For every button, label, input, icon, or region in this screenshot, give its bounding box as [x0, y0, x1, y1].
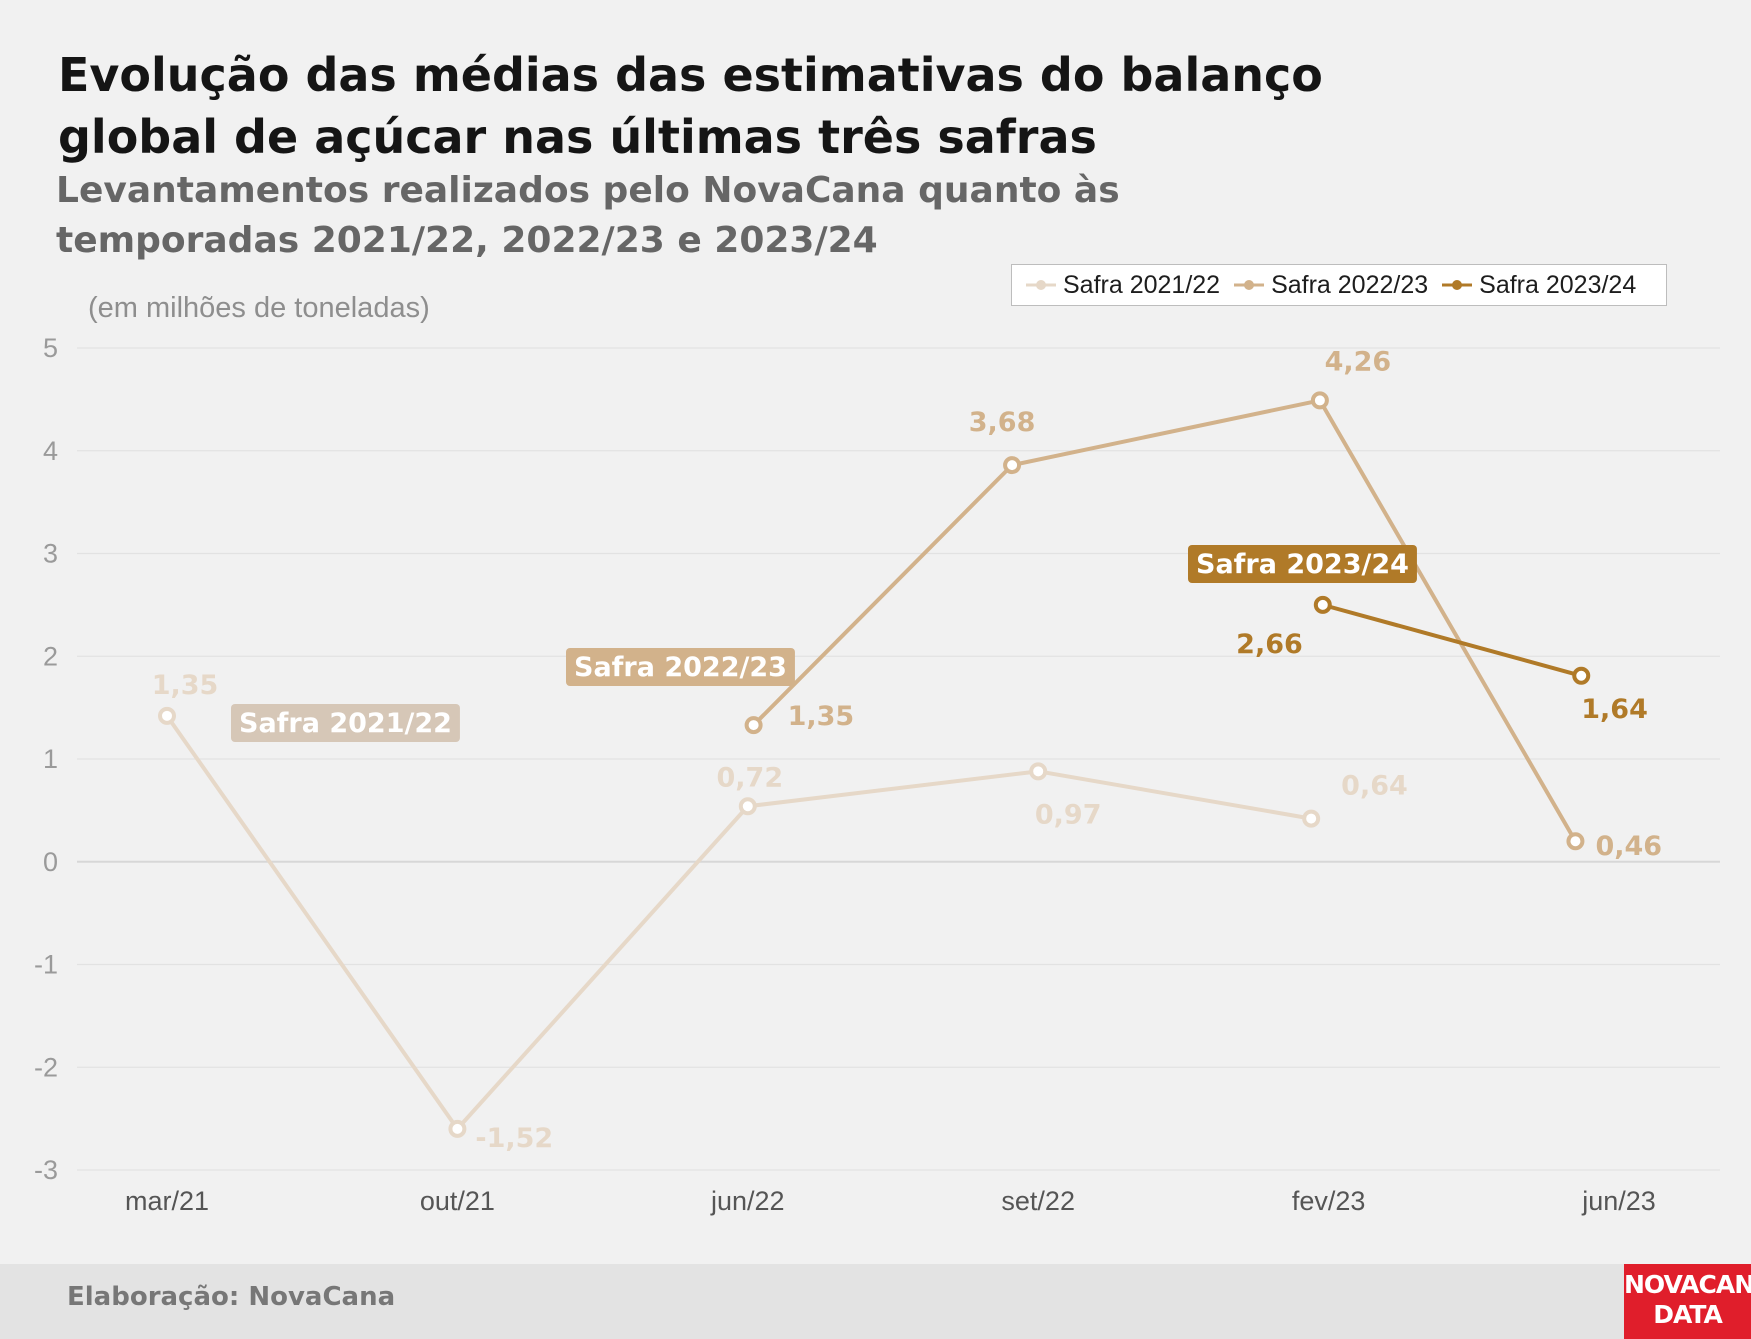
data-point: [1566, 832, 1585, 851]
series-tag: [231, 704, 460, 742]
logo-line-2: DATA: [1653, 1300, 1723, 1329]
data-point: [738, 797, 757, 816]
line-chart: 5 4 3 2 1 0 -1 -2 -3 mar/21 out/21 jun/22 set/22 fev/…: [34, 333, 1720, 1216]
data-label: 0,72: [716, 762, 783, 793]
data-label: 4,26: [1325, 346, 1392, 377]
y-tick-label: 4: [43, 436, 58, 466]
data-label: 0,46: [1595, 831, 1662, 862]
data-label: 3,68: [969, 407, 1036, 438]
y-tick-label: 2: [43, 641, 58, 671]
data-label: 1,35: [152, 670, 219, 701]
x-tick-label: set/22: [1001, 1186, 1075, 1216]
data-point: [1003, 456, 1022, 475]
data-point: [1313, 595, 1332, 614]
data-label: 0,97: [1035, 799, 1102, 830]
series-line: [1322, 602, 1582, 678]
chart-subtitle: Levantamentos realizados pelo NovaCana q…: [56, 170, 1120, 261]
data-point: [1302, 809, 1321, 828]
y-tick-label: 3: [43, 539, 58, 569]
logo-line-1: NOVACANA: [1624, 1270, 1751, 1299]
chart-title: Evolução das médias das estimativas do b…: [58, 48, 1323, 164]
series-tag-label: Safra 2022/23: [574, 652, 787, 683]
y-tick-label: -1: [34, 950, 58, 980]
data-point: [1572, 666, 1591, 685]
x-tick-label: out/21: [420, 1186, 495, 1216]
y-tick-label: -2: [34, 1052, 58, 1082]
data-point: [448, 1119, 467, 1138]
x-tick-label: fev/23: [1292, 1186, 1366, 1216]
legend-swatch-icon: [1442, 280, 1473, 290]
legend-swatch-icon: [1026, 280, 1056, 290]
y-tick-label: 0: [43, 847, 58, 877]
data-label: 1,35: [788, 701, 855, 732]
legend-item: Safra 2022/23: [1234, 271, 1428, 300]
data-point: [1029, 762, 1048, 781]
legend-swatch-icon: [1234, 280, 1265, 290]
series-line: [752, 398, 1578, 843]
series-tag-label: Safra 2023/24: [1196, 549, 1409, 580]
y-tick-label: -3: [34, 1155, 58, 1185]
legend-label: Safra 2021/22: [1063, 270, 1221, 299]
y-tick-label: 1: [43, 744, 58, 774]
data-point: [744, 716, 763, 735]
data-label: -1,52: [475, 1123, 553, 1154]
series-tag: [566, 648, 795, 686]
series-tag-label: Safra 2021/22: [239, 708, 452, 739]
legend-item: Safra 2023/24: [1442, 271, 1636, 300]
footer: Elaboração: NovaCana: [0, 1264, 1751, 1339]
series-tag: [1188, 545, 1417, 583]
legend-item: Safra 2021/22: [1026, 271, 1220, 300]
data-label: 1,64: [1581, 694, 1648, 725]
source-note: Elaboração: NovaCana: [67, 1282, 396, 1312]
data-point: [1310, 391, 1329, 410]
legend-label: Safra 2023/24: [1479, 270, 1637, 299]
data-point: [158, 706, 176, 725]
data-label: 0,64: [1341, 771, 1408, 802]
x-tick-label: mar/21: [125, 1186, 209, 1216]
x-tick-label: jun/23: [1581, 1186, 1656, 1216]
legend-label: Safra 2022/23: [1271, 270, 1429, 299]
x-tick-label: jun/22: [710, 1186, 785, 1216]
data-label: 2,66: [1236, 629, 1303, 660]
unit-label: (em milhões de toneladas): [88, 292, 430, 324]
y-tick-label: 5: [43, 333, 58, 363]
novacana-data-logo: NOVACANA DATA: [1624, 1264, 1751, 1339]
legend: Safra 2021/22 Safra 2022/23 Safra 2023/24: [1011, 264, 1667, 306]
